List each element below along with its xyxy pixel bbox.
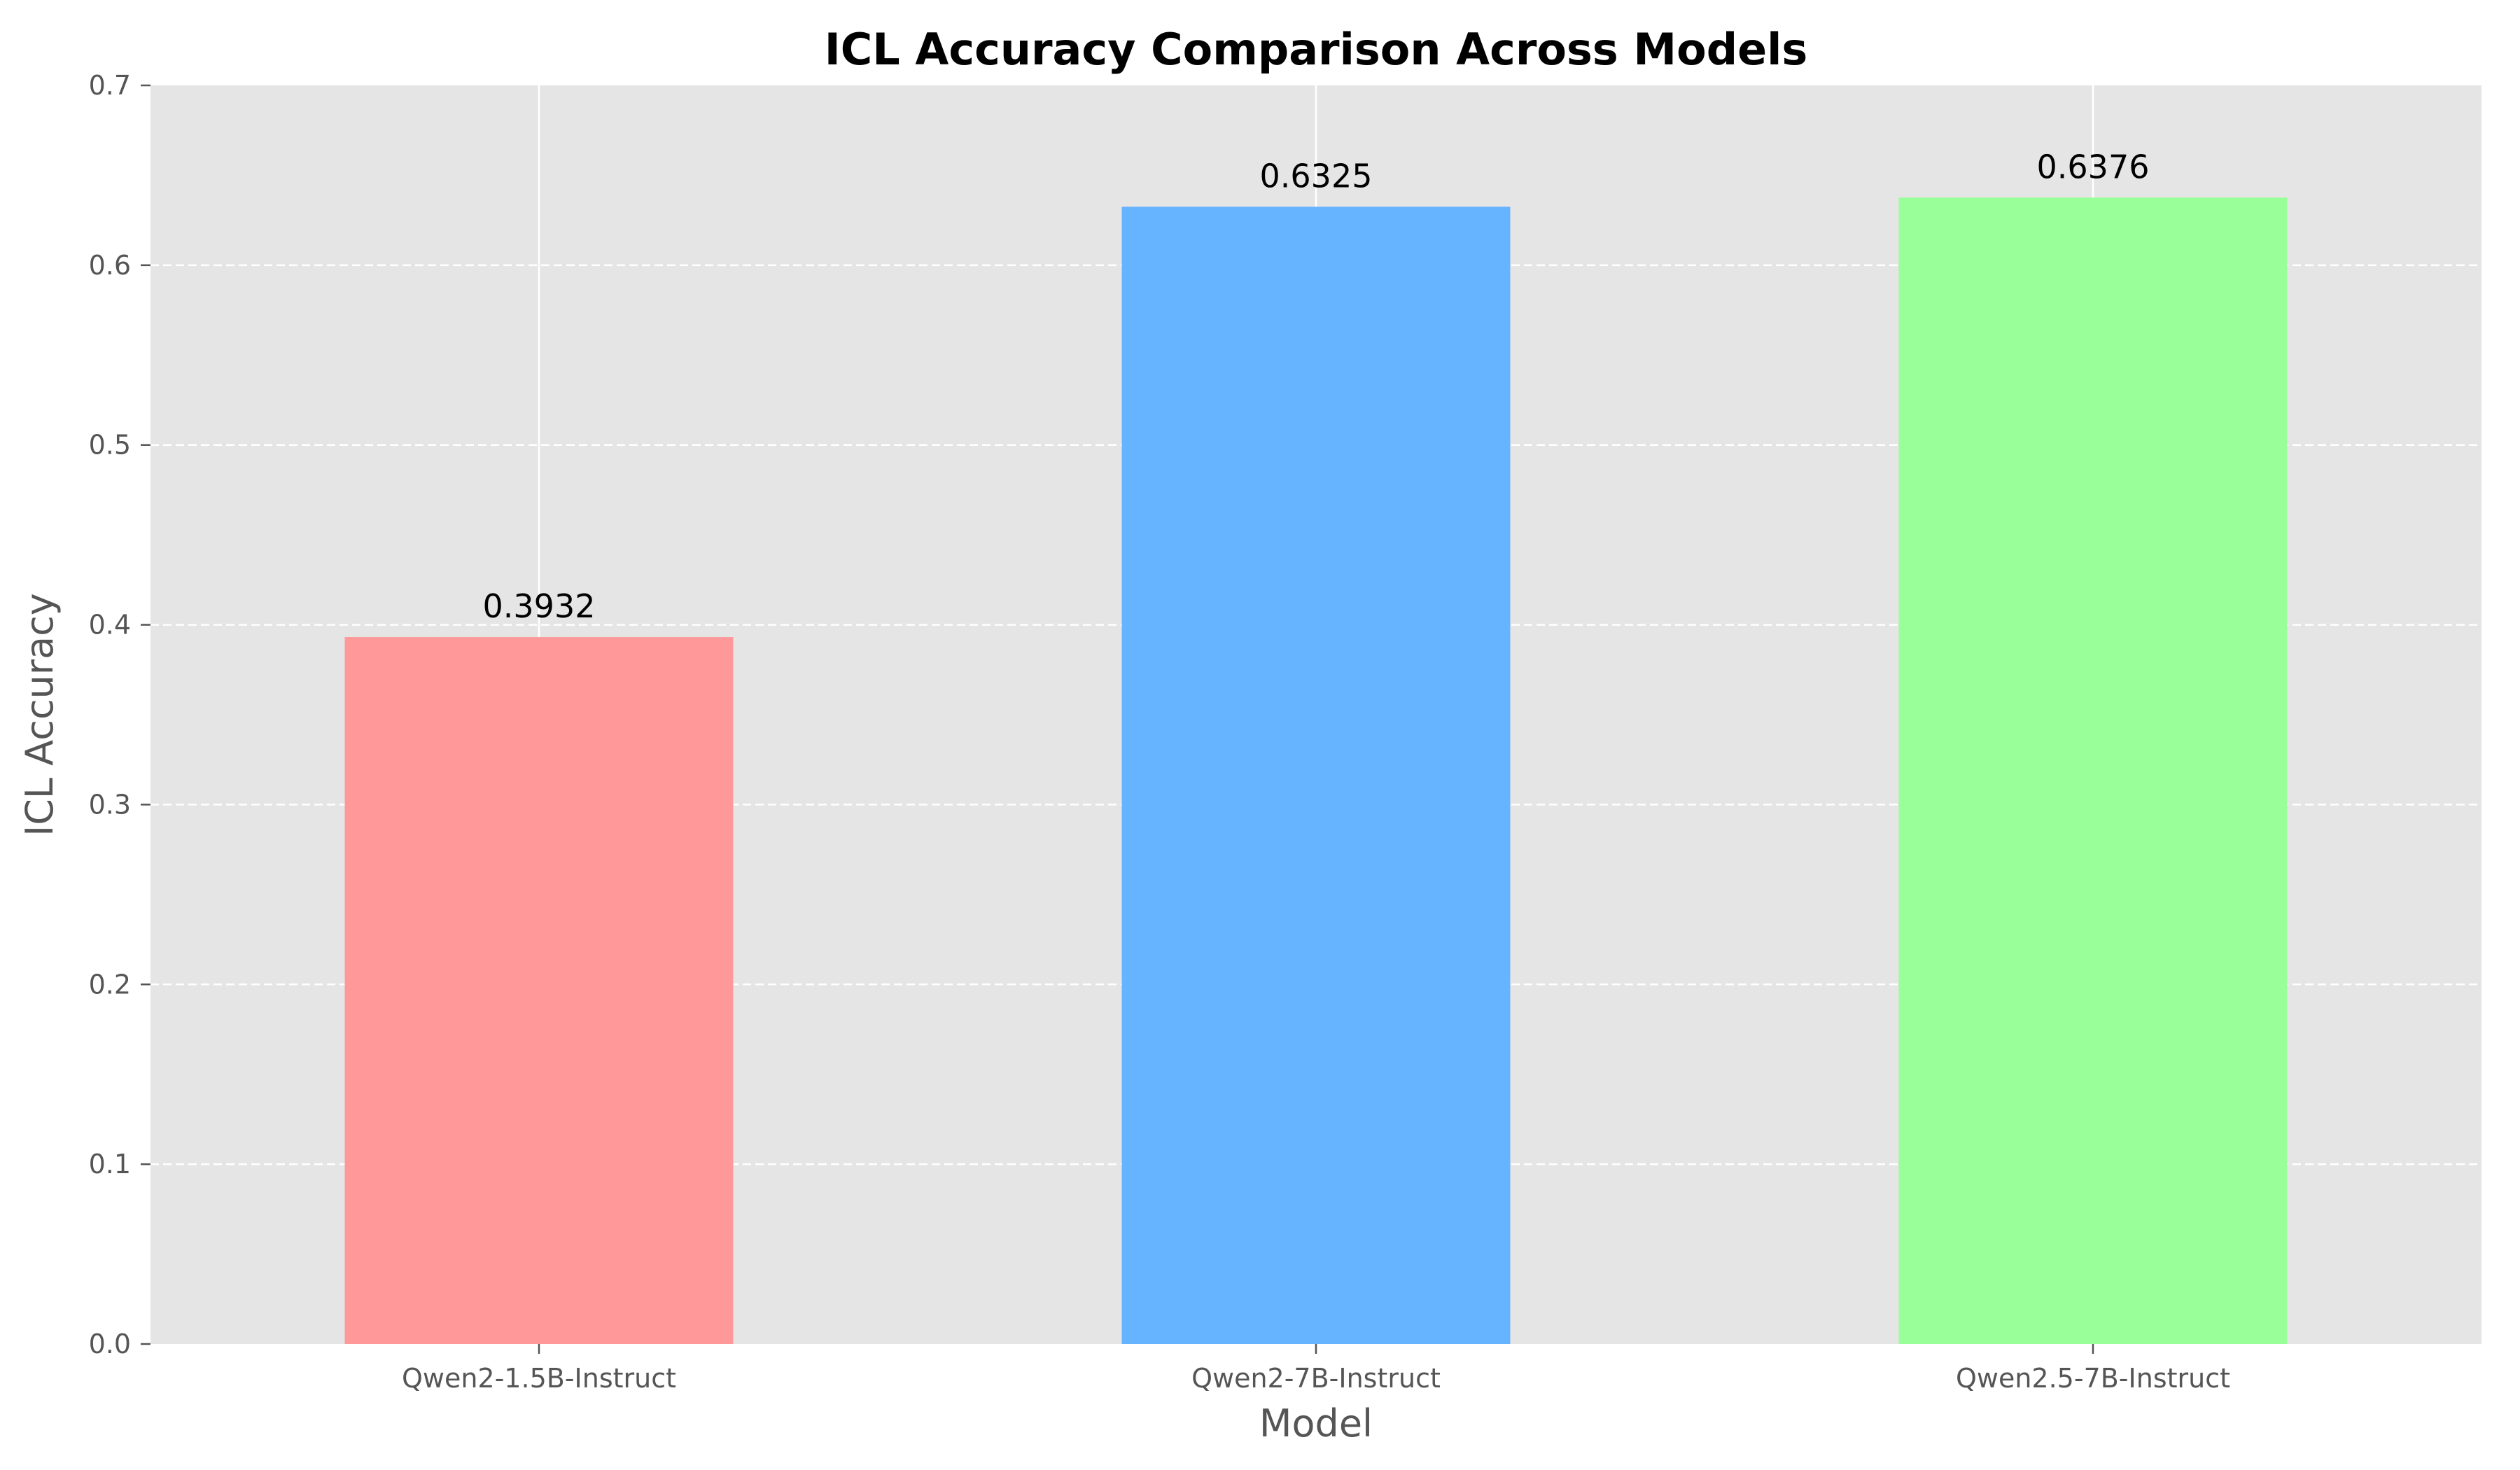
bar-value-label: 0.6376 xyxy=(2037,148,2150,186)
y-tick-label: 0.1 xyxy=(89,1149,131,1180)
x-tick-label: Qwen2.5-7B-Instruct xyxy=(1956,1363,2230,1394)
bar xyxy=(1898,197,2288,1345)
chart-title: ICL Accuracy Comparison Across Models xyxy=(825,24,1808,75)
bars xyxy=(344,197,2288,1345)
bar xyxy=(1121,206,1511,1345)
y-tick-label: 0.4 xyxy=(89,610,131,640)
y-tick-label: 0.6 xyxy=(89,250,131,281)
bar xyxy=(344,637,734,1344)
x-axis: Qwen2-1.5B-Instruct Qwen2-7B-Instruct Qwen… xyxy=(402,1344,2230,1394)
x-axis-label: Model xyxy=(1259,1401,1373,1446)
bar-value-label: 0.3932 xyxy=(483,587,596,625)
y-axis: 0.0 0.1 0.2 0.3 0.4 0.5 0.6 0.7 xyxy=(89,70,150,1359)
bar-value-labels: 0.3932 0.6325 0.6376 xyxy=(483,148,2150,625)
y-tick-label: 0.5 xyxy=(89,430,131,461)
x-tick-label: Qwen2-7B-Instruct xyxy=(1191,1363,1441,1394)
x-tick-label: Qwen2-1.5B-Instruct xyxy=(402,1363,676,1394)
bar-value-label: 0.6325 xyxy=(1260,157,1373,195)
y-tick-label: 0.3 xyxy=(89,789,131,820)
y-tick-label: 0.2 xyxy=(89,969,131,1000)
y-tick-label: 0.7 xyxy=(89,70,131,101)
y-axis-label: ICL Accuracy xyxy=(18,593,62,836)
y-tick-label: 0.0 xyxy=(89,1329,131,1359)
